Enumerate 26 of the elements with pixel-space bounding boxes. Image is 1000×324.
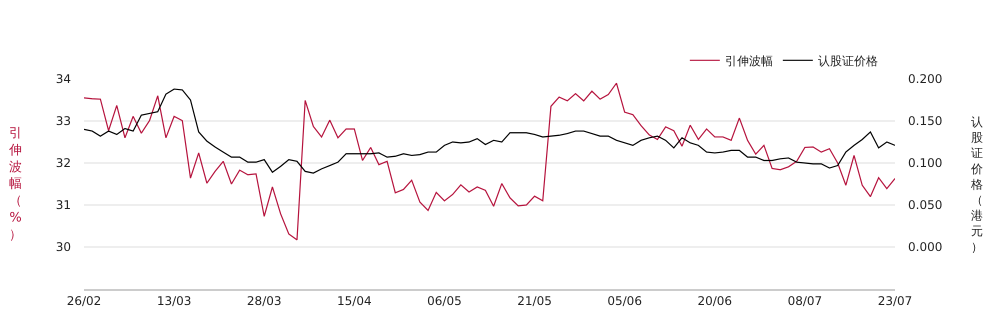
x-tick-label: 15/04 (337, 294, 372, 308)
x-tick-label: 06/05 (427, 294, 462, 308)
y-tick-label: 33 (56, 114, 71, 128)
x-tick-label: 21/05 (517, 294, 552, 308)
line-series (84, 82, 895, 240)
y-axis-title: 引伸波幅（%） (8, 126, 22, 242)
y-tick-label: 34 (56, 72, 71, 86)
y2-tick-label: 0.100 (908, 156, 942, 170)
x-tick-label: 13/03 (156, 294, 192, 308)
y-tick-label: 31 (56, 198, 71, 212)
y2-tick-label: 0.200 (908, 72, 942, 86)
x-tick-label: 05/06 (607, 294, 642, 308)
y2-tick-label: 0.150 (908, 114, 942, 128)
legend-label: 引伸波幅 (724, 54, 773, 68)
y-tick-label: 30 (56, 240, 71, 254)
text: 认股证价格（港元） (971, 115, 983, 254)
y-tick-label: 32 (56, 156, 71, 170)
line-series (84, 88, 895, 174)
legend-label: 认股证价格 (818, 54, 878, 68)
x-tick-label: 08/07 (788, 294, 822, 308)
x-tick-label: 28/03 (246, 294, 282, 308)
x-tick-label: 23/07 (878, 294, 912, 308)
x-tick-label: 26/02 (66, 294, 102, 308)
y2-tick-label: 0.050 (908, 198, 942, 212)
y2-tick-label: 0.000 (908, 240, 942, 254)
x-tick-label: 20/06 (697, 294, 732, 308)
